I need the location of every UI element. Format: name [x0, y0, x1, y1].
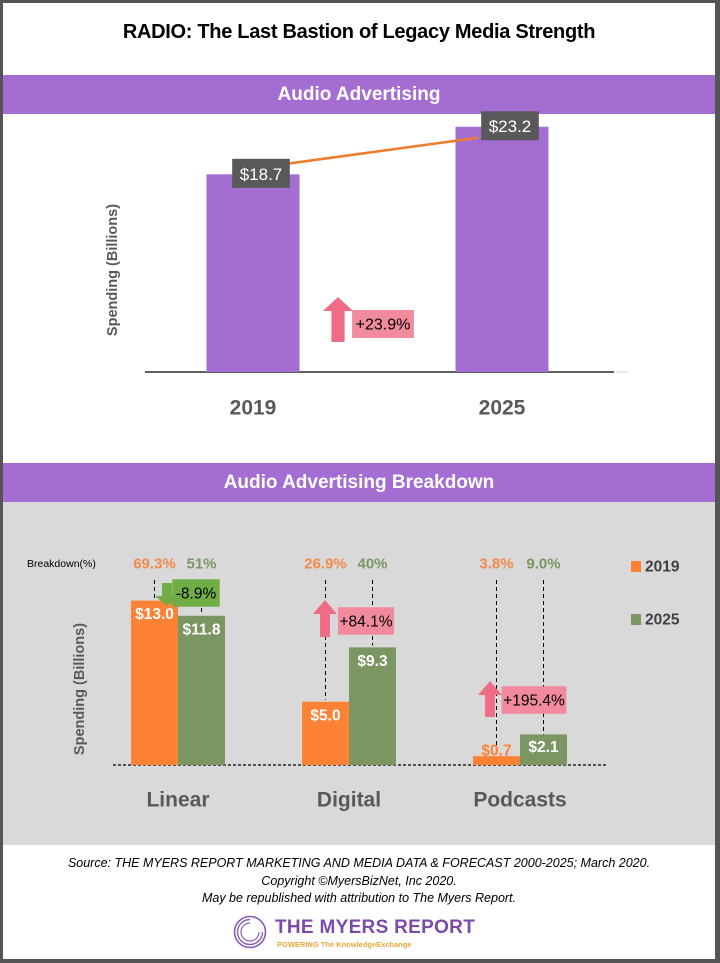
trend-line: [282, 136, 479, 166]
bar-podcasts-2025: [520, 738, 567, 765]
value-label-2025: $23.2: [489, 117, 532, 136]
share-label-linear-2025: 51%: [186, 556, 216, 573]
copyright-note: Copyright ©MyersBizNet, Inc 2020.: [261, 873, 457, 888]
bar-digital-2025: [349, 647, 396, 765]
bar-podcasts-2025-cap: [520, 734, 567, 739]
change-label-digital: +84.1%: [339, 614, 392, 631]
change-label-podcasts-box: [501, 686, 567, 714]
change-label-podcasts: +195.4%: [503, 693, 565, 710]
source-note: Source: THE MYERS REPORT MARKETING AND M…: [67, 856, 651, 870]
value-label-podcasts-2025: $2.1: [528, 739, 559, 756]
legend-swatch-2019: [631, 561, 641, 572]
charts-canvas: 2019 2025 $18.7 $23.2 +23.9% Spending (Billio…: [27, 111, 680, 812]
bar-linear-2025: [178, 615, 225, 765]
myers-report-logo: THE MYERS REPORT POWERING The KnowledgeE…: [233, 915, 493, 959]
x-tick-label-digital: Digital: [317, 789, 381, 812]
up-arrow-icon: [323, 297, 353, 342]
section-header-breakdown: Audio Advertising Breakdown: [3, 463, 715, 502]
legend-swatch-2025: [631, 614, 641, 625]
value-label-2019: $18.7: [240, 165, 283, 184]
share-label-digital-2025: 40%: [357, 556, 387, 573]
legend-label-2025: 2025: [645, 612, 680, 629]
change-label-total: +23.9%: [356, 317, 411, 334]
change-label-linear-box: [172, 579, 220, 607]
value-label-2025-box: [481, 111, 539, 141]
value-label-linear-2025: $11.8: [183, 621, 221, 638]
y-axis-title-breakdown: Spending (Billions): [72, 623, 88, 755]
value-label-digital-2025: $9.3: [357, 653, 388, 670]
footer: Source: THE MYERS REPORT MARKETING AND M…: [3, 855, 715, 908]
value-label-podcasts-2019: $0.7: [481, 743, 511, 760]
share-label-podcasts-2019: 3.8%: [479, 556, 513, 573]
share-label-podcasts-2025: 9.0%: [526, 556, 560, 573]
change-label-total-box: [352, 310, 414, 338]
section-header-audio-advertising: Audio Advertising: [3, 75, 715, 114]
share-label-linear-2019: 69.3%: [133, 556, 176, 573]
republish-note: May be republished with attribution to T…: [201, 891, 517, 905]
x-tick-label-2025: 2025: [479, 397, 526, 420]
infographic-page: RADIO: The Last Bastion of Legacy Media …: [3, 3, 715, 959]
value-label-2019-box: [232, 158, 290, 188]
x-tick-label-linear: Linear: [146, 789, 209, 812]
bar-digital-2019: [302, 701, 349, 765]
logo-tagline: POWERING The KnowledgeExchange: [277, 940, 412, 949]
bar-2019: [206, 174, 300, 372]
breakdown-label: Breakdown(%): [27, 558, 96, 570]
bar-podcasts-2019: [473, 756, 520, 765]
bar-2025: [455, 126, 549, 372]
up-arrow-icon-podcasts: [478, 681, 502, 717]
change-label-digital-box: [337, 607, 395, 635]
up-arrow-icon-digital: [313, 600, 337, 637]
share-label-digital-2019: 26.9%: [304, 556, 347, 573]
legend-label-2019: 2019: [645, 559, 680, 576]
logo-title: THE MYERS REPORT: [275, 917, 476, 938]
value-label-linear-2019: $13.0: [135, 606, 174, 623]
x-tick-label-2019: 2019: [230, 397, 277, 420]
value-label-digital-2019: $5.0: [310, 707, 340, 724]
change-label-linear: -8.9%: [176, 586, 217, 603]
x-tick-label-podcasts: Podcasts: [473, 789, 566, 812]
y-axis-title: Spending (Billions): [105, 204, 121, 336]
page-title: RADIO: The Last Bastion of Legacy Media …: [122, 21, 596, 43]
bar-linear-2019: [131, 600, 178, 765]
logo-ring-icon: [233, 915, 267, 949]
